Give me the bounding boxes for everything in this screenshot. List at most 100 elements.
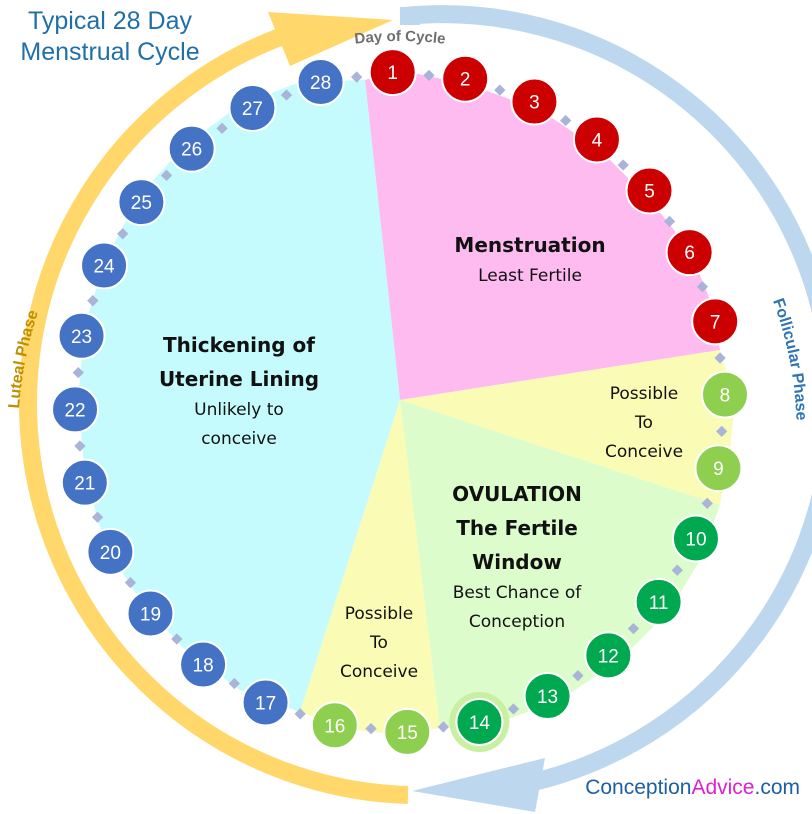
day-circle xyxy=(625,166,674,215)
day-circle xyxy=(694,444,743,493)
day-9-circle: 9 xyxy=(694,444,743,493)
day-5-circle: 5 xyxy=(625,166,674,215)
title-line-1: Typical 28 Day xyxy=(28,7,192,35)
day-number: 17 xyxy=(255,693,276,714)
connector-arrow-icon xyxy=(663,215,676,228)
day-number: 3 xyxy=(529,93,540,114)
connector-arrow-icon xyxy=(228,677,240,690)
connector-arrow-icon xyxy=(714,352,726,364)
brand-link[interactable]: ConceptionAdvice.com xyxy=(585,776,800,800)
day-circle xyxy=(117,178,166,227)
ovulation-line3: Window xyxy=(472,550,562,574)
connector-arrow-icon xyxy=(171,633,183,645)
possible-early-line2: To xyxy=(635,413,653,433)
possible-early-line3: Conceive xyxy=(604,442,684,462)
day-circle xyxy=(60,458,109,507)
day-circle xyxy=(86,527,135,576)
menstruation-sub: Least Fertile xyxy=(478,266,582,286)
ovulation-line2: The Fertile xyxy=(456,516,578,540)
day-7-circle: 7 xyxy=(691,297,740,346)
possible-early-line1: Possible xyxy=(609,384,679,404)
connector-arrow-icon xyxy=(365,722,377,735)
day-26-circle: 26 xyxy=(167,124,216,173)
day-circle xyxy=(572,115,621,164)
day-circle xyxy=(296,58,345,107)
day-8-circle: 8 xyxy=(700,370,749,419)
day-number: 11 xyxy=(649,593,669,614)
day-11-circle: 11 xyxy=(634,577,683,626)
day-circle xyxy=(523,672,572,721)
day-of-cycle-label: Day of Cycle xyxy=(354,28,447,48)
day-circle xyxy=(126,589,175,638)
day-circle xyxy=(167,124,216,173)
day-circle xyxy=(634,577,683,626)
day-circle xyxy=(57,311,106,360)
ovulation-line1: OVULATION xyxy=(452,482,582,506)
luteal-arrow-arc xyxy=(19,21,409,804)
day-number: 21 xyxy=(74,474,95,495)
day-13-circle: 13 xyxy=(523,672,572,721)
day-number: 2 xyxy=(460,70,471,91)
day-number: 6 xyxy=(684,243,695,264)
day-27-circle: 27 xyxy=(228,83,277,132)
connector-arrow-icon xyxy=(572,670,584,682)
day-12-circle: 12 xyxy=(584,631,633,680)
day-16-circle: 16 xyxy=(310,701,359,750)
day-6-circle: 6 xyxy=(665,228,714,277)
day-number: 23 xyxy=(71,327,92,348)
day-2-circle: 2 xyxy=(441,54,490,103)
day-number: 26 xyxy=(181,140,202,161)
day-circle xyxy=(700,370,749,419)
day-number: 4 xyxy=(592,130,603,151)
day-number: 27 xyxy=(242,99,263,120)
day-21-circle: 21 xyxy=(60,458,109,507)
connector-arrow-icon xyxy=(701,497,713,509)
title-line-2: Menstrual Cycle xyxy=(20,38,200,66)
luteal-arrow-head xyxy=(268,12,393,66)
day-circle xyxy=(51,385,100,434)
day-number: 9 xyxy=(713,459,724,480)
menstruation-label: Menstruation Least Fertile xyxy=(454,228,605,291)
day-number: 15 xyxy=(397,723,418,744)
day-15-circle: 15 xyxy=(383,707,432,756)
connector-arrow-icon xyxy=(696,281,709,293)
day-number: 5 xyxy=(644,182,655,203)
day-circle xyxy=(671,514,720,563)
connector-arrow-icon xyxy=(507,703,520,715)
connector-arrow-icon xyxy=(560,114,572,127)
day-number: 1 xyxy=(387,63,398,84)
day-3-circle: 3 xyxy=(510,77,559,126)
day-number: 12 xyxy=(598,646,619,667)
day-1-circle: 1 xyxy=(368,48,417,97)
connector-arrow-icon xyxy=(716,425,728,438)
follicular-arrow-head xyxy=(412,758,545,812)
day-number: 16 xyxy=(324,716,345,737)
day-19-circle: 19 xyxy=(126,589,175,638)
day-circle xyxy=(383,707,432,756)
day-number: 25 xyxy=(131,193,152,214)
day-circle xyxy=(80,241,129,290)
day-circle xyxy=(510,77,559,126)
ovulation-label: OVULATION The Fertile Window Best Chance… xyxy=(452,477,582,637)
luteal-line2: Uterine Lining xyxy=(158,367,320,391)
day-17-circle: 17 xyxy=(241,678,290,727)
day-number: 22 xyxy=(64,400,85,421)
sector-possible-early xyxy=(400,350,735,505)
day-number: 28 xyxy=(310,73,331,94)
connector-arrow-icon xyxy=(671,564,683,576)
connector-arrow-icon xyxy=(494,84,506,96)
day-circle xyxy=(584,631,633,680)
possible-late-label: Possible To Conceive xyxy=(340,600,418,687)
luteal-line1: Thickening of xyxy=(163,333,315,357)
possible-late-line1: Possible xyxy=(344,604,414,624)
day-circle xyxy=(665,228,714,277)
ovulation-sub2: Conception xyxy=(468,612,566,632)
connector-arrow-icon xyxy=(627,622,640,635)
connector-arrow-icon xyxy=(294,708,306,720)
day-28-circle: 28 xyxy=(296,58,345,107)
day-circle xyxy=(455,697,504,746)
day-circle xyxy=(691,297,740,346)
day-number: 20 xyxy=(100,543,121,564)
luteal-sub2: conceive xyxy=(201,429,277,449)
